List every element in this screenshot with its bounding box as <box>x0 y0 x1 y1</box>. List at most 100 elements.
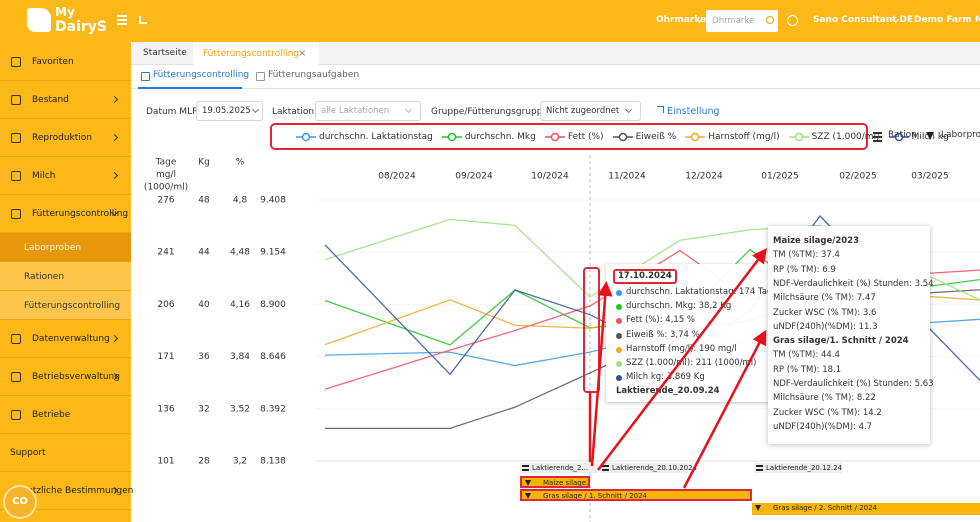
axis-unit-label: Kg <box>198 158 210 168</box>
sidebar-label: Gesetzliche Bestimmungen <box>10 486 134 496</box>
y-tick-label: 8.138 <box>260 457 286 467</box>
axis-unit-label: mg/l <box>156 170 176 180</box>
event-label: Laktierende_2... <box>532 464 589 472</box>
sidebar-item[interactable]: Reproduktion <box>0 119 131 157</box>
subtab-active[interactable]: Fütterungscontrolling <box>153 70 250 80</box>
axis-unit-label: Tage <box>155 158 177 168</box>
y-tick-label: 3,84 <box>230 352 250 362</box>
legend-icon <box>888 132 909 141</box>
legend-item[interactable]: Eiweiß % <box>612 132 676 142</box>
y-tick-label: 8.900 <box>260 300 286 310</box>
logo-icon <box>27 8 51 32</box>
group-select[interactable]: Nicht zugeordnet <box>540 101 641 121</box>
legend-marker <box>794 132 803 141</box>
lab-row: TM (%TM): 37.4 <box>773 250 840 261</box>
sidebar-item[interactable]: Laborproben <box>0 233 131 262</box>
tab[interactable]: Startseite <box>143 48 187 58</box>
sidebar-item[interactable]: Betriebe <box>0 396 131 434</box>
y-tick-label: 8.392 <box>260 404 286 414</box>
sidebar-item[interactable]: Betriebsverwaltung <box>0 358 131 396</box>
user-menu[interactable]: Sano Consultant DE <box>813 15 914 25</box>
sidebar-label: Datenverwaltung <box>32 334 110 344</box>
toolbar-ration[interactable]: Ration <box>888 130 917 140</box>
legend-item[interactable]: Fett (%) <box>544 132 604 142</box>
tooltip: 17.10.2024 durchschn. Laktationstag: 174 … <box>606 264 778 402</box>
y-tick-label: 4,48 <box>230 248 250 258</box>
legend-item[interactable]: Harnstoff (mg/l) <box>685 131 780 142</box>
menu-toggle[interactable] <box>117 15 127 17</box>
y-tick-label: 206 <box>157 300 174 310</box>
legend: durchschn. Laktationstag durchschn. Mkg Fe… <box>270 123 949 150</box>
sidebar-icon <box>11 209 21 219</box>
subtab-icon <box>141 72 150 81</box>
chat-button[interactable]: CO <box>3 485 37 519</box>
tab-active[interactable]: Fütterungscontrolling <box>193 43 319 66</box>
sidebar-item[interactable]: Datenverwaltung <box>0 320 131 358</box>
sidebar-item[interactable]: Rationen <box>0 262 131 291</box>
lab-section-title: Maize silage/2023 <box>773 236 860 246</box>
sidebar-item[interactable]: Fütterungscontrolling <box>0 195 131 233</box>
menu-toggle[interactable] <box>117 19 127 21</box>
tooltip-row: Eiweiß %: 3,74 % <box>626 329 700 340</box>
settings-link[interactable]: Einstellung <box>667 106 720 117</box>
legend-icon <box>685 132 706 141</box>
home-icon <box>139 16 147 24</box>
y-tick-label: 40 <box>198 300 210 310</box>
lab-row: uNDF(240h)(%DM): 4.7 <box>773 421 873 432</box>
lab-popup: Maize silage/2023 TM (%TM): 37.4 RP (% TM)… <box>768 226 934 444</box>
legend-item[interactable]: durchschn. Mkg <box>441 132 536 142</box>
event-label: Maize silage... <box>543 479 590 487</box>
y-tick-label: 8.646 <box>260 352 286 362</box>
ration-icon <box>873 136 882 138</box>
settings-icon <box>657 106 664 113</box>
y-tick-label: 9.408 <box>260 196 286 206</box>
sidebar-label: Favoriten <box>32 57 74 67</box>
x-tick-label: 02/2025 <box>839 172 876 182</box>
lactation-event[interactable]: Laktierende_2... <box>520 463 598 473</box>
tab-close[interactable]: × <box>298 48 307 59</box>
event-icon <box>755 505 761 511</box>
y-tick-label: 32 <box>198 404 209 414</box>
y-tick-label: 48 <box>198 196 210 206</box>
sidebar-icon <box>11 57 21 67</box>
add-button[interactable] <box>787 15 798 26</box>
event-label: Gras silage / 2. Schnitt / 2024 <box>773 504 877 512</box>
lactation-event[interactable]: Laktierende_20.10.2024 <box>600 463 697 473</box>
top-bar <box>131 0 980 42</box>
sidebar-item[interactable]: Milch <box>0 157 131 195</box>
filter-label: Gruppe/Fütterungsgruppe <box>431 107 548 117</box>
search-input[interactable]: Ohrmarke <box>706 10 778 32</box>
legend-item[interactable]: durchschn. Laktationstag <box>296 132 433 142</box>
event-icon <box>602 465 609 471</box>
event-label: Laktierende_20.10.2024 <box>612 464 698 472</box>
sidebar-label: Fütterungscontrolling <box>32 209 129 219</box>
sidebar-item[interactable]: Favoriten <box>0 43 131 81</box>
subtab[interactable]: Fütterungsaufgaben <box>268 70 360 80</box>
x-tick-label: 09/2024 <box>455 172 493 182</box>
date-select[interactable]: 19.05.2025 <box>196 101 263 121</box>
legend-label: Harnstoff (mg/l) <box>708 131 780 142</box>
feed-event[interactable]: Gras silage / 2. Schnitt / 2024 <box>752 503 980 515</box>
search-label[interactable]: Ohrmarke <box>656 15 707 25</box>
x-tick-label: 01/2025 <box>761 172 798 182</box>
lab-row: Zucker WSC (% TM): 3.6 <box>773 307 877 318</box>
sidebar-item[interactable]: Fütterungscontrolling <box>0 291 131 320</box>
axis-unit-label: % <box>236 158 245 168</box>
sidebar: My DairyS Favoriten Bestand Reproduktion Milc… <box>0 0 134 522</box>
lactation-select[interactable]: alle Laktationen <box>315 101 421 121</box>
feed-event[interactable]: Gras silage / 1. Schnitt / 2024 <box>520 489 752 501</box>
menu-toggle[interactable] <box>117 23 127 25</box>
sidebar-icon <box>11 95 21 105</box>
tooltip-dot <box>616 318 622 325</box>
legend-item[interactable]: SZZ (1.000/ml) <box>788 132 880 142</box>
lactation-event[interactable]: Laktierende_20.12.24 <box>754 463 842 473</box>
legend-marker <box>618 132 627 141</box>
sidebar-item[interactable]: Bestand <box>0 81 131 119</box>
toolbar-lab[interactable]: Laborproben <box>941 130 980 140</box>
sidebar-icon <box>11 334 21 344</box>
logo-text: My <box>55 5 75 19</box>
sidebar-item[interactable]: Support <box>0 434 131 472</box>
feed-event[interactable]: Maize silage... <box>520 476 590 488</box>
